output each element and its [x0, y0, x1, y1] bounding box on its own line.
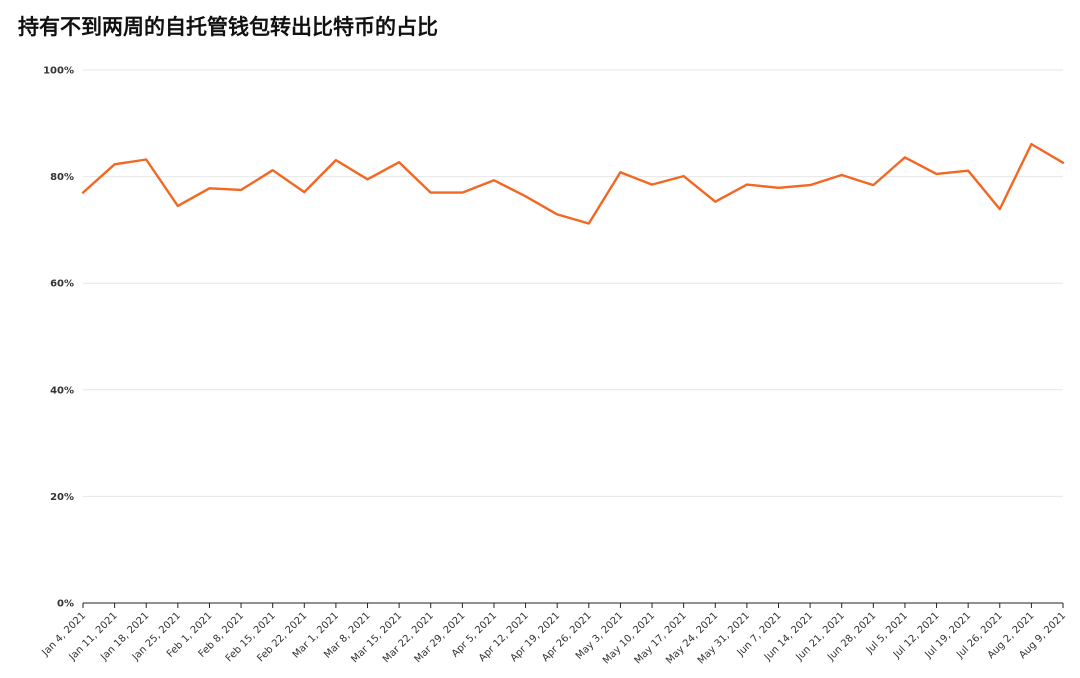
data-point	[1029, 142, 1033, 146]
data-point	[808, 183, 812, 187]
data-point	[492, 178, 496, 182]
data-point	[587, 222, 591, 226]
data-point	[524, 194, 528, 198]
data-point	[239, 188, 243, 192]
y-axis: 0% 20% 40% 60% 80% 100%	[43, 66, 74, 610]
data-point	[776, 186, 780, 190]
data-point	[366, 177, 370, 181]
series	[81, 142, 1065, 225]
data-point	[302, 190, 306, 194]
data-point	[713, 200, 717, 204]
data-point	[998, 207, 1002, 211]
data-point	[871, 183, 875, 187]
data-point	[176, 204, 180, 208]
data-point	[1061, 161, 1065, 165]
data-point	[271, 168, 275, 172]
data-point	[397, 160, 401, 164]
data-point	[650, 183, 654, 187]
data-point	[334, 158, 338, 162]
y-tick-label: 0%	[57, 599, 74, 610]
data-point	[618, 170, 622, 174]
data-point	[144, 158, 148, 162]
data-point	[555, 212, 559, 216]
data-point	[682, 174, 686, 178]
y-tick-label: 100%	[43, 66, 74, 77]
data-point	[429, 191, 433, 195]
grid-lines	[83, 69, 1063, 497]
y-tick-label: 60%	[50, 279, 74, 290]
data-point	[840, 173, 844, 177]
y-tick-label: 40%	[50, 385, 74, 396]
data-point	[966, 169, 970, 173]
data-point	[903, 155, 907, 159]
data-point	[935, 172, 939, 176]
x-axis	[82, 602, 1064, 608]
data-point	[745, 183, 749, 187]
series-line	[81, 142, 1065, 225]
chart-title: 持有不到两周的自托管钱包转出比特币的占比	[18, 15, 438, 39]
data-point	[113, 162, 117, 166]
data-point	[460, 191, 464, 195]
data-point	[207, 186, 211, 190]
data-point	[81, 191, 85, 195]
y-tick-label: 80%	[50, 172, 74, 183]
y-tick-label: 20%	[50, 492, 74, 503]
